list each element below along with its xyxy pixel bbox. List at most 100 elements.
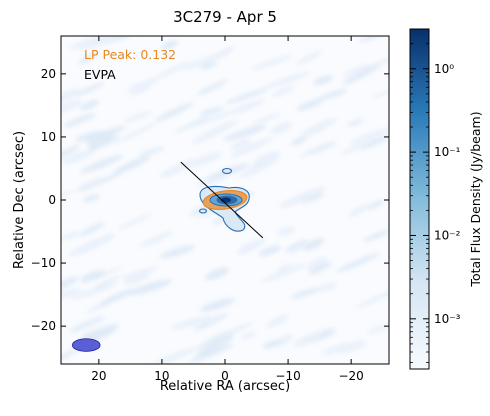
x-tick-label: −10	[275, 369, 300, 383]
noise-blob	[192, 120, 238, 144]
noise-blob	[284, 239, 308, 252]
noise-blob	[138, 147, 165, 157]
noise-blob	[88, 126, 126, 141]
background-noise	[61, 36, 389, 364]
noise-blob	[337, 340, 367, 353]
noise-blob	[61, 145, 80, 163]
noise-blob	[93, 276, 120, 289]
noise-blob	[266, 315, 289, 328]
noise-blob	[342, 64, 371, 77]
noise-blob	[308, 261, 332, 275]
noise-blob	[277, 227, 295, 236]
noise-blob	[61, 231, 81, 240]
noise-blob	[83, 316, 106, 329]
noise-blob	[87, 135, 120, 150]
noise-blob	[319, 89, 347, 100]
x-tick-label: 20	[91, 369, 106, 383]
noise-blob	[277, 263, 292, 273]
beam-ellipse	[71, 338, 101, 352]
colorbar-gradient	[409, 28, 430, 370]
noise-blob	[200, 107, 224, 116]
noise-blob	[79, 100, 100, 110]
noise-blob	[223, 125, 267, 141]
noise-blob	[113, 156, 151, 175]
x-tick-label: 10	[154, 369, 169, 383]
noise-blob	[83, 194, 100, 203]
noise-blob	[197, 79, 228, 95]
noise-blob	[170, 316, 212, 330]
noise-blob	[342, 64, 380, 85]
noise-blob	[61, 287, 82, 300]
noise-blob	[63, 113, 96, 128]
noise-blob	[300, 117, 337, 138]
lp-peak-label: LP Peak: 0.132	[84, 47, 176, 62]
colorbar: 10⁻³ 10⁻² 10⁻¹ 10⁰ Total Flux Density (Jy/b…	[409, 28, 483, 370]
noise-blob	[154, 102, 194, 122]
noise-blob	[230, 99, 265, 115]
noise-blob	[189, 343, 234, 363]
noise-blob	[181, 51, 230, 70]
noise-blob	[192, 110, 235, 127]
noise-blob	[271, 122, 292, 134]
plot-area	[61, 36, 389, 364]
y-tick-label: −10	[31, 256, 56, 270]
noise-blob	[322, 342, 351, 355]
noise-blob	[359, 36, 386, 42]
noise-blob	[300, 192, 325, 203]
noise-blob	[313, 75, 334, 85]
noise-blob	[196, 334, 234, 356]
noise-blob	[367, 200, 384, 210]
noise-blob	[127, 78, 159, 92]
noise-blob	[159, 245, 195, 259]
noise-blob	[201, 174, 229, 187]
evpa-line	[180, 161, 264, 239]
noise-blob	[116, 123, 157, 143]
noise-blob	[299, 144, 324, 158]
noise-blob	[61, 348, 80, 364]
noise-blob	[341, 142, 364, 156]
x-axis-label: Relative RA (arcsec)	[160, 379, 290, 394]
noise-blob	[229, 137, 273, 158]
x-tick-label: 0	[221, 369, 229, 383]
noise-blob	[74, 130, 106, 142]
noise-blob	[200, 61, 218, 70]
noise-blob	[259, 245, 281, 256]
chart-title: 3C279 - Apr 5	[173, 8, 277, 26]
noise-blob	[124, 272, 151, 285]
colorbar-ticks: 10⁻³ 10⁻² 10⁻¹ 10⁰	[410, 28, 461, 363]
noise-blob	[272, 85, 294, 97]
noise-blob	[297, 98, 324, 111]
noise-blob	[349, 127, 389, 145]
noise-blob	[363, 230, 389, 242]
noise-blob	[61, 99, 82, 112]
noise-blob	[348, 204, 371, 217]
total-contour-small-a	[221, 167, 233, 175]
noise-blob	[73, 82, 105, 97]
noise-blob	[255, 151, 281, 164]
noise-blob	[230, 139, 251, 150]
noise-blob	[293, 332, 324, 347]
noise-blob	[80, 154, 123, 174]
noise-blob	[355, 287, 389, 309]
noise-blob	[160, 40, 178, 50]
noise-blob	[336, 252, 380, 273]
noise-blob	[77, 171, 124, 192]
noise-blob	[78, 52, 99, 65]
noise-blob	[80, 270, 106, 282]
noise-blob	[159, 159, 196, 178]
noise-blob	[240, 332, 256, 340]
noise-blob	[367, 324, 389, 334]
colorbar-tick-label: 10⁰	[434, 62, 454, 76]
noise-blob	[303, 238, 325, 251]
x-axis: 20 10 0 −10 −20	[91, 36, 364, 383]
noise-blob	[153, 347, 196, 364]
noise-blob	[139, 231, 173, 247]
noise-blob	[295, 50, 323, 66]
noise-blob	[70, 283, 117, 300]
noise-blob	[290, 136, 307, 146]
noise-blob	[251, 58, 280, 71]
noise-blob	[86, 295, 123, 313]
colorbar-tick-label: 10⁻²	[434, 228, 461, 242]
noise-blob	[118, 213, 153, 230]
